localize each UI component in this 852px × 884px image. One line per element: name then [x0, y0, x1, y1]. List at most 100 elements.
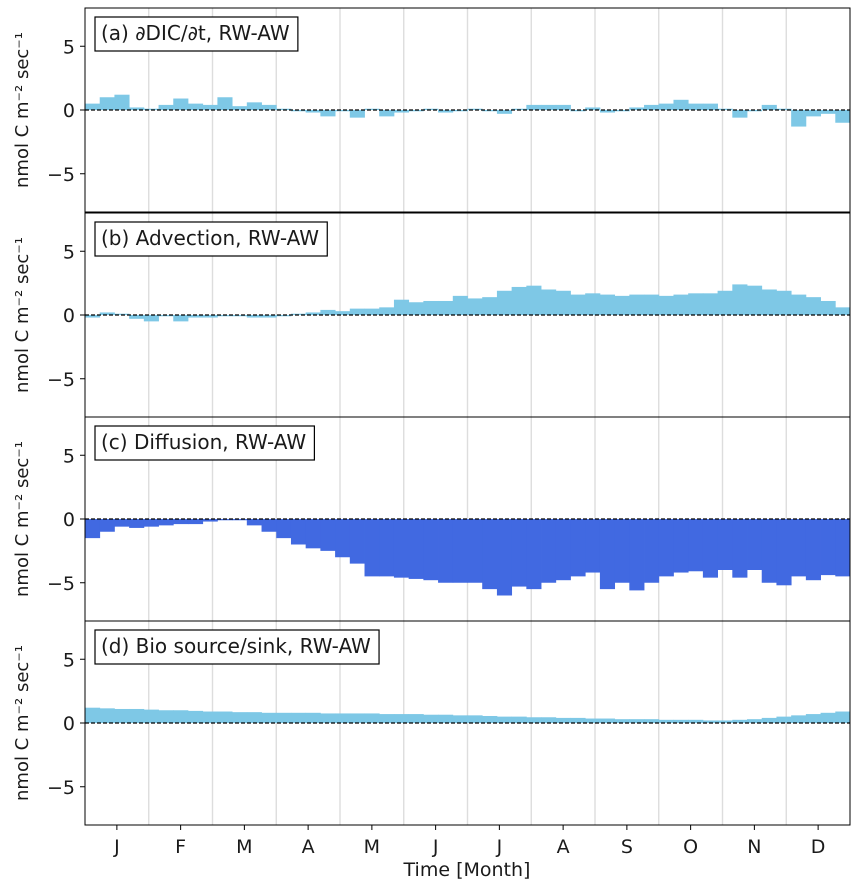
y-tick-label: 0 — [63, 305, 75, 327]
bar — [702, 519, 718, 578]
bar — [99, 97, 115, 110]
month-label: J — [113, 836, 120, 858]
panel-title-box — [94, 16, 299, 52]
bar — [143, 519, 159, 527]
bar — [820, 712, 836, 723]
bar — [261, 315, 277, 318]
bar — [349, 110, 365, 118]
bar — [599, 519, 616, 590]
bar — [820, 300, 836, 315]
panel-b: 5 0 −5 nmol C m⁻² sec⁻¹ (b) Advection, RW-AW — [12, 212, 851, 418]
bar — [791, 519, 807, 577]
bar — [496, 110, 513, 114]
bar — [305, 312, 321, 315]
bar — [614, 110, 630, 112]
bar — [114, 313, 130, 315]
panel-title: (d) Bio source/sink, RW-AW — [101, 634, 371, 658]
bar — [688, 719, 704, 723]
bar — [776, 519, 792, 586]
bar — [644, 104, 660, 110]
bar — [364, 308, 380, 315]
bar — [585, 718, 601, 723]
bar — [364, 713, 380, 723]
bar — [438, 714, 454, 723]
bar — [644, 519, 660, 583]
bar — [349, 308, 365, 315]
bar — [217, 519, 233, 521]
bar — [129, 315, 145, 319]
bar — [99, 708, 115, 723]
y-tick-label: 5 — [63, 649, 75, 671]
bar — [261, 712, 277, 723]
bar — [599, 718, 616, 723]
bar — [408, 302, 424, 315]
bar — [805, 297, 821, 315]
month-label: A — [302, 836, 315, 858]
bar — [732, 284, 748, 315]
bar — [379, 714, 395, 723]
bar — [438, 110, 454, 113]
bar — [423, 519, 439, 581]
bar — [232, 519, 248, 521]
bar — [202, 315, 218, 318]
bar — [423, 108, 439, 110]
bar — [599, 294, 616, 315]
bar — [467, 298, 483, 315]
bar — [835, 307, 851, 315]
bar — [320, 110, 336, 117]
bar — [526, 285, 542, 315]
month-label: A — [557, 836, 570, 858]
bar — [482, 297, 498, 315]
bar — [335, 311, 351, 315]
bar — [570, 717, 586, 723]
bar — [511, 286, 527, 315]
bar — [349, 713, 365, 723]
bar — [541, 717, 557, 723]
bar — [791, 715, 807, 723]
bar — [261, 104, 277, 110]
bar — [805, 110, 821, 117]
panel-title-box — [94, 221, 328, 257]
bar — [85, 103, 101, 110]
bar — [393, 110, 410, 113]
bar — [541, 104, 557, 110]
bar — [217, 711, 233, 723]
panels: 5 0 −5 nmol C m⁻² sec⁻¹ (a) ∂DIC/∂t, RW-AW 5 0… — [12, 7, 851, 826]
bar — [246, 315, 262, 318]
panel-title-box — [94, 629, 380, 665]
month-label: M — [364, 836, 380, 858]
bar — [276, 108, 292, 110]
bar — [673, 719, 689, 723]
bar — [555, 290, 571, 315]
bar — [335, 713, 351, 723]
y-tick-label: 0 — [63, 509, 75, 531]
bar — [585, 107, 601, 110]
bar — [835, 519, 851, 577]
bar — [246, 519, 262, 526]
bar — [232, 712, 248, 723]
panel-title: (c) Diffusion, RW-AW — [101, 430, 306, 454]
bar — [438, 519, 454, 583]
bar — [614, 719, 630, 723]
bar — [732, 110, 748, 118]
bar — [511, 519, 527, 587]
month-label: M — [236, 836, 252, 858]
bar — [393, 714, 410, 723]
bar — [541, 289, 557, 315]
bar — [423, 300, 439, 315]
bar — [99, 312, 115, 315]
bar — [732, 519, 748, 578]
bar — [614, 519, 630, 583]
bar — [232, 315, 248, 317]
month-label: O — [683, 836, 698, 858]
panel-title: (b) Advection, RW-AW — [101, 226, 319, 250]
bar — [452, 519, 468, 583]
bar — [467, 108, 483, 110]
bar — [276, 315, 292, 317]
bar — [702, 293, 718, 315]
bar — [202, 711, 218, 723]
bar — [747, 719, 763, 723]
bar — [217, 97, 233, 110]
y-tick-label: −5 — [47, 573, 75, 595]
